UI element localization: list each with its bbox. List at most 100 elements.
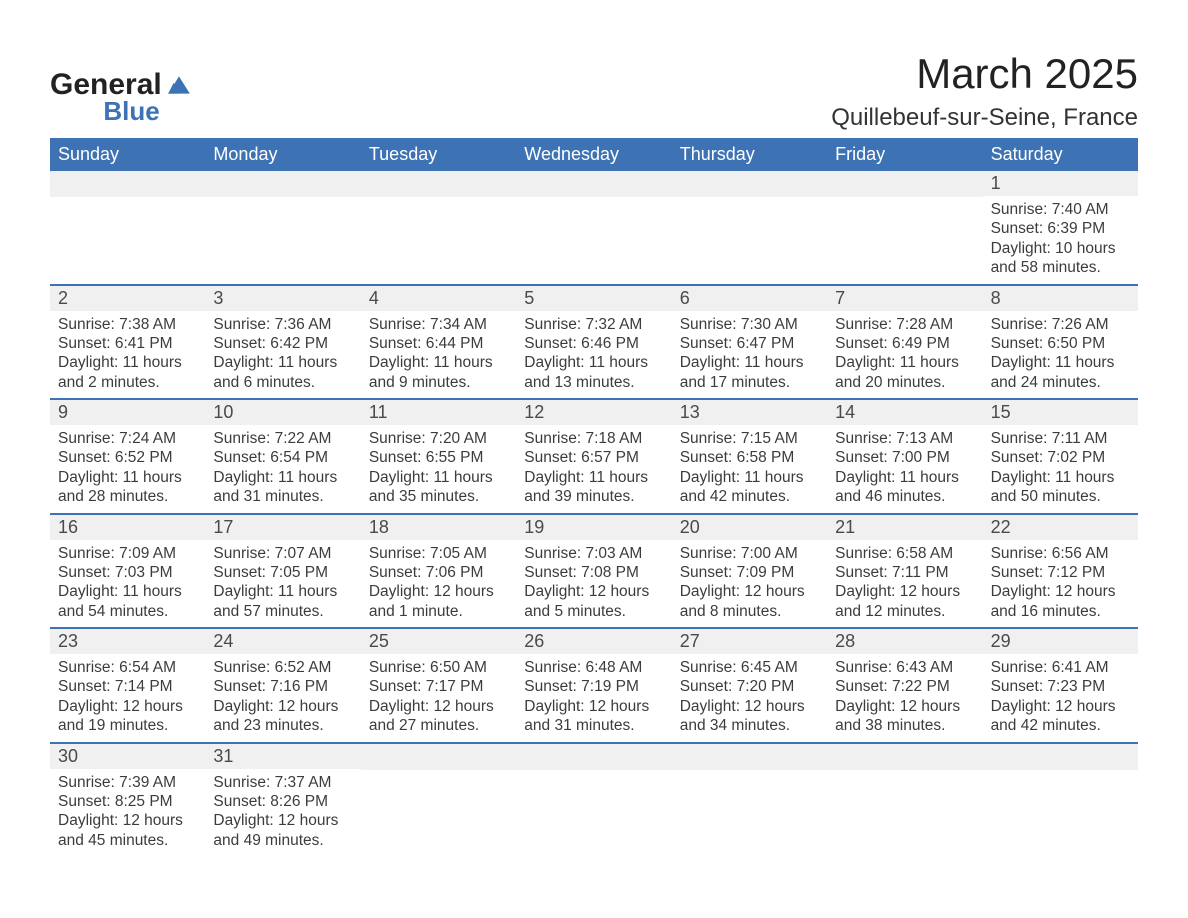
day-details: Sunrise: 7:32 AMSunset: 6:46 PMDaylight:… [516, 311, 671, 399]
daylight-line2: and 17 minutes. [680, 373, 819, 392]
day-of-week-header: Sunday Monday Tuesday Wednesday Thursday… [50, 138, 1138, 171]
daylight-line1: Daylight: 11 hours [991, 468, 1130, 487]
calendar-day [827, 744, 982, 857]
sunrise-text: Sunrise: 7:32 AM [524, 315, 663, 334]
sunrise-text: Sunrise: 7:13 AM [835, 429, 974, 448]
calendar-day: 6Sunrise: 7:30 AMSunset: 6:47 PMDaylight… [672, 286, 827, 399]
daylight-line1: Daylight: 12 hours [524, 582, 663, 601]
daylight-line1: Daylight: 12 hours [991, 697, 1130, 716]
daylight-line2: and 5 minutes. [524, 602, 663, 621]
sunset-text: Sunset: 7:20 PM [680, 677, 819, 696]
sunrise-text: Sunrise: 6:54 AM [58, 658, 197, 677]
sunrise-text: Sunrise: 7:37 AM [213, 773, 352, 792]
calendar-day: 24Sunrise: 6:52 AMSunset: 7:16 PMDayligh… [205, 629, 360, 742]
calendar-day: 16Sunrise: 7:09 AMSunset: 7:03 PMDayligh… [50, 515, 205, 628]
day-number: 16 [50, 515, 205, 540]
day-number [361, 744, 516, 770]
daylight-line2: and 34 minutes. [680, 716, 819, 735]
daylight-line1: Daylight: 12 hours [58, 811, 197, 830]
daylight-line1: Daylight: 12 hours [991, 582, 1130, 601]
sunrise-text: Sunrise: 7:28 AM [835, 315, 974, 334]
daylight-line1: Daylight: 11 hours [835, 468, 974, 487]
calendar-day: 22Sunrise: 6:56 AMSunset: 7:12 PMDayligh… [983, 515, 1138, 628]
day-number: 1 [983, 171, 1138, 196]
calendar-day: 23Sunrise: 6:54 AMSunset: 7:14 PMDayligh… [50, 629, 205, 742]
sunrise-text: Sunrise: 6:41 AM [991, 658, 1130, 677]
day-number: 31 [205, 744, 360, 769]
day-details [672, 197, 827, 279]
day-number: 11 [361, 400, 516, 425]
sunrise-text: Sunrise: 7:40 AM [991, 200, 1130, 219]
daylight-line2: and 39 minutes. [524, 487, 663, 506]
daylight-line1: Daylight: 12 hours [524, 697, 663, 716]
calendar-day: 9Sunrise: 7:24 AMSunset: 6:52 PMDaylight… [50, 400, 205, 513]
daylight-line1: Daylight: 12 hours [680, 697, 819, 716]
daylight-line2: and 38 minutes. [835, 716, 974, 735]
daylight-line2: and 13 minutes. [524, 373, 663, 392]
day-details: Sunrise: 7:05 AMSunset: 7:06 PMDaylight:… [361, 540, 516, 628]
calendar-day: 5Sunrise: 7:32 AMSunset: 6:46 PMDaylight… [516, 286, 671, 399]
day-details [361, 197, 516, 279]
daylight-line1: Daylight: 12 hours [213, 811, 352, 830]
daylight-line1: Daylight: 12 hours [835, 697, 974, 716]
daylight-line2: and 23 minutes. [213, 716, 352, 735]
daylight-line1: Daylight: 11 hours [213, 468, 352, 487]
calendar-day: 3Sunrise: 7:36 AMSunset: 6:42 PMDaylight… [205, 286, 360, 399]
sunset-text: Sunset: 7:23 PM [991, 677, 1130, 696]
day-details [827, 197, 982, 279]
day-details [361, 770, 516, 852]
daylight-line2: and 58 minutes. [991, 258, 1130, 277]
day-details: Sunrise: 7:03 AMSunset: 7:08 PMDaylight:… [516, 540, 671, 628]
day-details: Sunrise: 7:00 AMSunset: 7:09 PMDaylight:… [672, 540, 827, 628]
day-details: Sunrise: 7:24 AMSunset: 6:52 PMDaylight:… [50, 425, 205, 513]
daylight-line2: and 49 minutes. [213, 831, 352, 850]
sunset-text: Sunset: 6:39 PM [991, 219, 1130, 238]
calendar-day: 14Sunrise: 7:13 AMSunset: 7:00 PMDayligh… [827, 400, 982, 513]
day-details: Sunrise: 7:39 AMSunset: 8:25 PMDaylight:… [50, 769, 205, 857]
sunrise-text: Sunrise: 7:36 AM [213, 315, 352, 334]
day-number: 2 [50, 286, 205, 311]
sunset-text: Sunset: 7:11 PM [835, 563, 974, 582]
daylight-line1: Daylight: 11 hours [213, 582, 352, 601]
sunset-text: Sunset: 7:02 PM [991, 448, 1130, 467]
daylight-line2: and 24 minutes. [991, 373, 1130, 392]
day-number [672, 744, 827, 770]
sunset-text: Sunset: 6:46 PM [524, 334, 663, 353]
calendar-day: 31 Sunrise: 7:37 AMSunset: 8:26 PMDayligh… [205, 744, 360, 857]
sunrise-text: Sunrise: 6:58 AM [835, 544, 974, 563]
day-number: 5 [516, 286, 671, 311]
daylight-line2: and 27 minutes. [369, 716, 508, 735]
sunset-text: Sunset: 6:42 PM [213, 334, 352, 353]
sunset-text: Sunset: 6:49 PM [835, 334, 974, 353]
sunrise-text: Sunrise: 7:24 AM [58, 429, 197, 448]
sunset-text: Sunset: 8:25 PM [58, 792, 197, 811]
day-number: 28 [827, 629, 982, 654]
sunset-text: Sunset: 7:22 PM [835, 677, 974, 696]
day-details: Sunrise: 7:38 AMSunset: 6:41 PMDaylight:… [50, 311, 205, 399]
calendar-week: 30Sunrise: 7:39 AMSunset: 8:25 PMDayligh… [50, 742, 1138, 857]
daylight-line2: and 9 minutes. [369, 373, 508, 392]
sunset-text: Sunset: 8:26 PM [213, 792, 352, 811]
brand-logo: General Blue [50, 70, 192, 124]
sunrise-text: Sunrise: 7:30 AM [680, 315, 819, 334]
daylight-line1: Daylight: 11 hours [213, 353, 352, 372]
day-details: Sunrise: 7:40 AMSunset: 6:39 PMDaylight:… [983, 196, 1138, 284]
daylight-line1: Daylight: 11 hours [680, 353, 819, 372]
day-number [983, 744, 1138, 770]
day-details: Sunrise: 7:11 AMSunset: 7:02 PMDaylight:… [983, 425, 1138, 513]
daylight-line1: Daylight: 11 hours [58, 582, 197, 601]
sunrise-text: Sunrise: 7:05 AM [369, 544, 508, 563]
daylight-line1: Daylight: 12 hours [213, 697, 352, 716]
sunrise-text: Sunrise: 7:38 AM [58, 315, 197, 334]
sunrise-text: Sunrise: 7:39 AM [58, 773, 197, 792]
daylight-line2: and 12 minutes. [835, 602, 974, 621]
day-details [827, 770, 982, 852]
daylight-line2: and 42 minutes. [680, 487, 819, 506]
day-details: Sunrise: 6:41 AMSunset: 7:23 PMDaylight:… [983, 654, 1138, 742]
day-details: Sunrise: 6:58 AMSunset: 7:11 PMDaylight:… [827, 540, 982, 628]
day-number: 21 [827, 515, 982, 540]
sunrise-text: Sunrise: 7:09 AM [58, 544, 197, 563]
daylight-line2: and 8 minutes. [680, 602, 819, 621]
day-details: Sunrise: 7:30 AMSunset: 6:47 PMDaylight:… [672, 311, 827, 399]
sunset-text: Sunset: 7:08 PM [524, 563, 663, 582]
